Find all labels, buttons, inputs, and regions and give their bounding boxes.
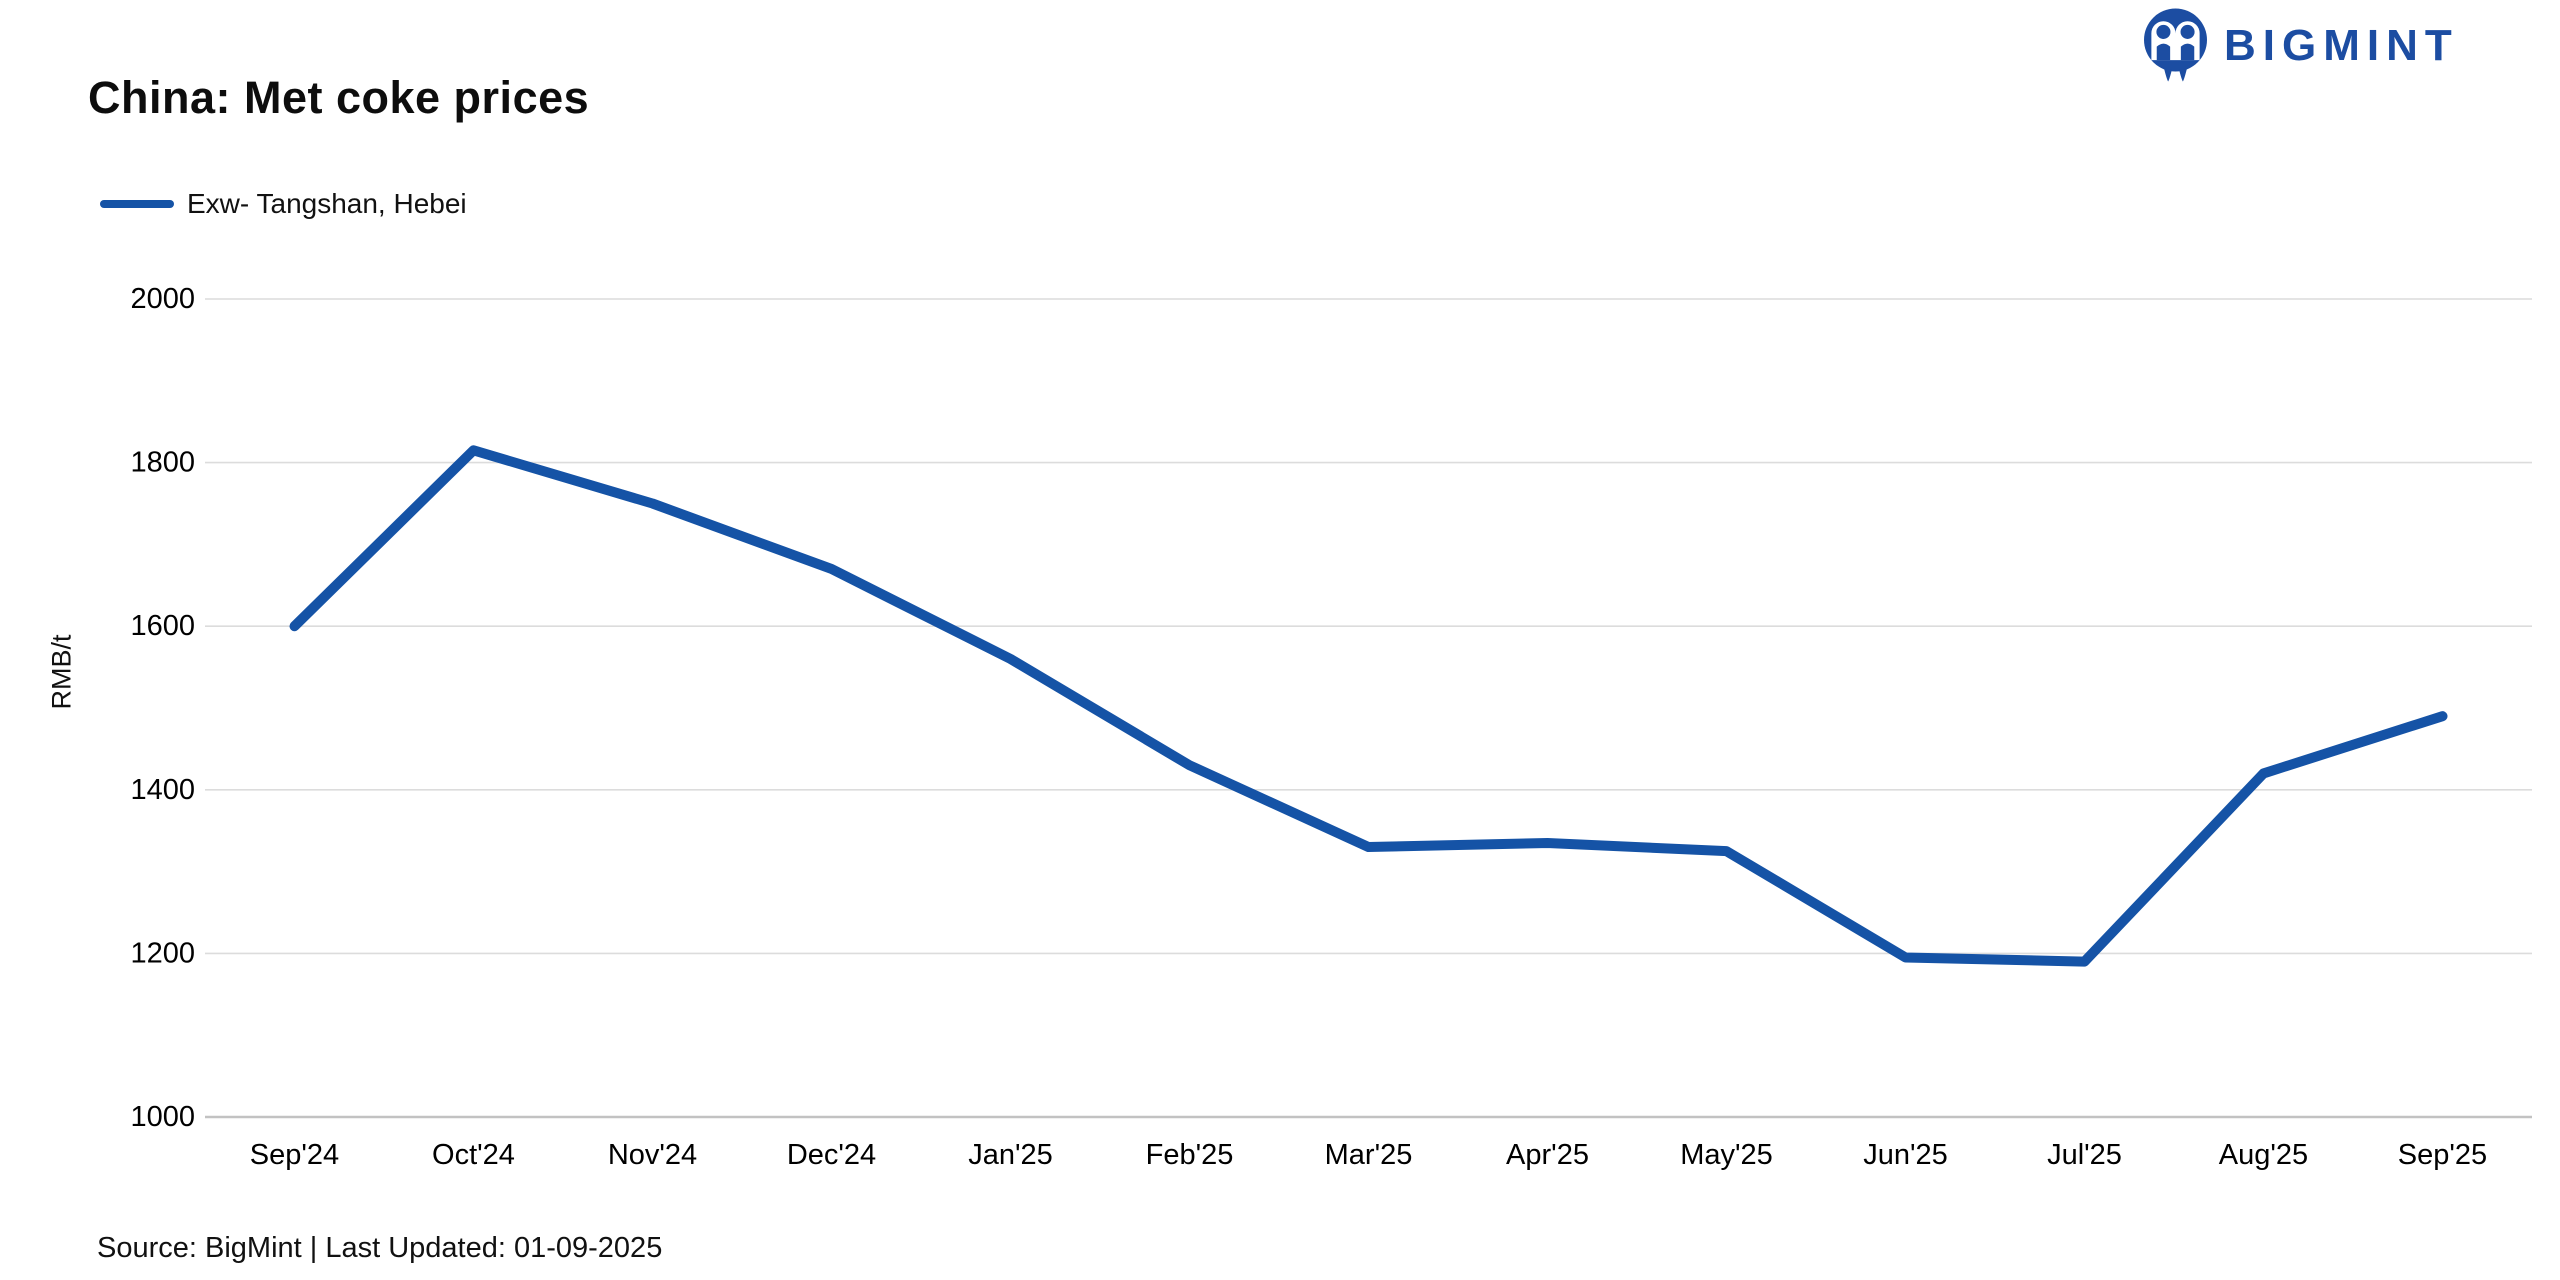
x-tick-label: Nov'24 xyxy=(608,1139,697,1171)
x-tick-label: Apr'25 xyxy=(1506,1139,1589,1171)
legend-line-swatch xyxy=(100,200,174,208)
x-tick-label: Jan'25 xyxy=(968,1139,1053,1171)
bigmint-logo-icon xyxy=(2144,8,2207,82)
x-tick-label: Aug'25 xyxy=(2219,1139,2308,1171)
x-tick-label: Dec'24 xyxy=(787,1139,876,1171)
x-tick-label: Jun'25 xyxy=(1863,1139,1948,1171)
line-chart: 1000 1200 1400 1600 1800 2000 Sep'24 Oct'24 Nov'… xyxy=(130,283,2532,1171)
x-tick-label: Oct'24 xyxy=(432,1139,515,1171)
y-tick-label: 1400 xyxy=(130,774,195,806)
y-tick-label: 1000 xyxy=(130,1101,195,1133)
bigmint-logo: BIGMINT xyxy=(2142,6,2459,86)
legend-series-label: Exw- Tangshan, Hebei xyxy=(187,188,467,219)
y-tick-label: 2000 xyxy=(130,283,195,315)
y-tick-label: 1800 xyxy=(130,447,195,479)
bigmint-logo-text: BIGMINT xyxy=(2224,21,2459,70)
y-tick-label: 1200 xyxy=(130,937,195,969)
y-tick-label: 1600 xyxy=(130,610,195,642)
legend: Exw- Tangshan, Hebei xyxy=(100,188,467,220)
chart-title: China: Met coke prices xyxy=(88,72,590,123)
x-tick-label: Jul'25 xyxy=(2047,1139,2122,1171)
x-tick-label: Sep'25 xyxy=(2398,1139,2487,1171)
x-tick-label: Mar'25 xyxy=(1325,1139,1413,1171)
series-line xyxy=(289,445,2448,967)
x-tick-label: Feb'25 xyxy=(1146,1139,1234,1171)
x-tick-label: May'25 xyxy=(1680,1139,1773,1171)
source-note: Source: BigMint | Last Updated: 01-09-20… xyxy=(97,1232,663,1264)
x-tick-label: Sep'24 xyxy=(250,1139,339,1171)
